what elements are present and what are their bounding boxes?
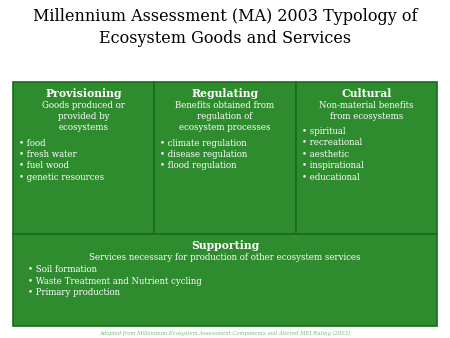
Text: • climate regulation: • climate regulation (160, 139, 247, 147)
Text: • genetic resources: • genetic resources (19, 173, 104, 182)
FancyBboxPatch shape (13, 234, 437, 326)
Text: • spiritual: • spiritual (302, 127, 345, 136)
Text: • flood regulation: • flood regulation (160, 162, 237, 170)
Text: Supporting: Supporting (191, 240, 259, 251)
Text: Non-material benefits
from ecosystems: Non-material benefits from ecosystems (319, 101, 414, 121)
FancyBboxPatch shape (154, 82, 296, 234)
Text: • Waste Treatment and Nutrient cycling: • Waste Treatment and Nutrient cycling (28, 276, 202, 286)
Text: • recreational: • recreational (302, 139, 362, 147)
Text: Adapted from Millennium Ecosystem Assessment Components and Altered MEI Rating (: Adapted from Millennium Ecosystem Assess… (99, 331, 351, 336)
Text: • aesthetic: • aesthetic (302, 150, 349, 159)
Text: Services necessary for production of other ecosystem services: Services necessary for production of oth… (89, 253, 361, 262)
Text: Benefits obtained from
regulation of
ecosystem processes: Benefits obtained from regulation of eco… (176, 101, 274, 132)
FancyBboxPatch shape (296, 82, 437, 234)
Text: • disease regulation: • disease regulation (160, 150, 248, 159)
Text: • inspirational: • inspirational (302, 162, 364, 170)
Text: Millennium Assessment (MA) 2003 Typology of
Ecosystem Goods and Services: Millennium Assessment (MA) 2003 Typology… (33, 8, 417, 47)
Text: • Primary production: • Primary production (28, 288, 120, 297)
Text: • educational: • educational (302, 173, 360, 182)
FancyBboxPatch shape (13, 82, 154, 234)
Text: Regulating: Regulating (191, 88, 259, 99)
Text: • fresh water: • fresh water (19, 150, 77, 159)
Text: • Soil formation: • Soil formation (28, 265, 97, 274)
Text: • food: • food (19, 139, 45, 147)
Text: • fuel wood: • fuel wood (19, 162, 69, 170)
Text: Goods produced or
provided by
ecosystems: Goods produced or provided by ecosystems (42, 101, 125, 132)
Text: Provisioning: Provisioning (45, 88, 122, 99)
Text: Cultural: Cultural (341, 88, 392, 99)
